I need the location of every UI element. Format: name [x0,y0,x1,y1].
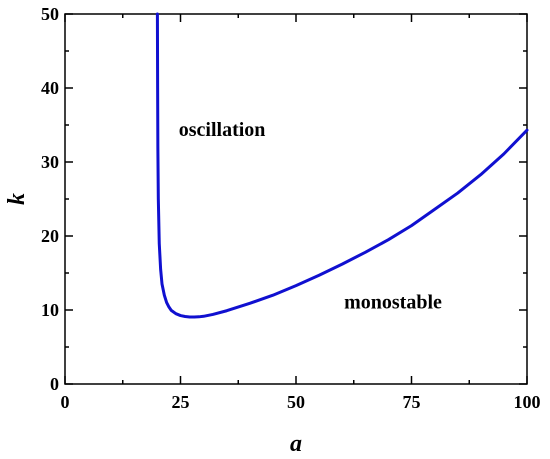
x-tick-label: 50 [287,392,305,412]
x-tick-label: 25 [172,392,190,412]
region-label: monostable [344,292,442,314]
y-axis-title: k [4,193,30,205]
region-annotations: oscillation monostable [179,119,442,313]
region-label: oscillation [179,119,266,141]
y-tick-label: 20 [41,226,59,246]
x-axis-title: a [290,431,302,457]
x-tick-label: 0 [61,392,70,412]
y-tick-label: 50 [41,4,59,24]
y-tick-label: 30 [41,152,59,172]
plot-area-frame [64,13,528,385]
axis-ticks [64,13,528,385]
x-tick-label: 75 [403,392,421,412]
y-tick-label: 0 [50,374,59,394]
axis-tick-labels: 0 25 50 75 100 0 10 20 30 40 50 [41,4,541,412]
x-tick-label: 100 [514,392,541,412]
y-tick-label: 10 [41,300,59,320]
boundary-curve [155,12,529,319]
y-tick-label: 40 [41,78,59,98]
